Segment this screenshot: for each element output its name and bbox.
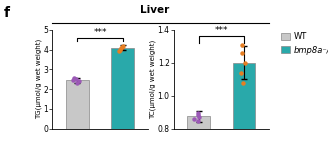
Text: Liver: Liver <box>139 5 169 15</box>
Y-axis label: TG(μmol/g wet weight): TG(μmol/g wet weight) <box>35 39 42 119</box>
Y-axis label: TC(μmol/g wet weight): TC(μmol/g wet weight) <box>150 40 156 119</box>
Bar <box>233 63 256 129</box>
Text: ***: *** <box>215 26 228 35</box>
Text: ***: *** <box>93 28 107 37</box>
Bar <box>187 116 210 129</box>
Bar <box>66 80 89 129</box>
Legend: WT, bmp8a⁻/⁻: WT, bmp8a⁻/⁻ <box>281 32 328 55</box>
Text: f: f <box>4 6 10 20</box>
Bar <box>112 48 134 129</box>
